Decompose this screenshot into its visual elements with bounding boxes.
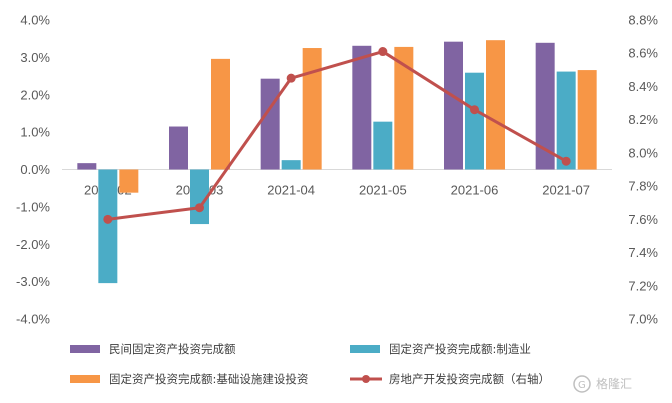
bar <box>211 58 230 170</box>
watermark-text: 格隆汇 <box>596 376 632 391</box>
right-axis-tick-label: 8.8% <box>628 13 658 28</box>
left-axis-tick-label: -4.0% <box>16 312 50 327</box>
watermark: G 格隆汇 <box>573 375 632 393</box>
bar <box>577 70 597 170</box>
line-point <box>378 47 388 57</box>
bar <box>556 71 576 170</box>
bar <box>373 121 393 170</box>
line-point <box>470 105 479 115</box>
right-axis-tick-label: 8.6% <box>628 46 658 61</box>
series-line <box>107 50 567 221</box>
bar <box>190 169 209 225</box>
right-axis-tick-label: 7.2% <box>628 278 658 293</box>
left-axis-tick-label: -1.0% <box>16 199 50 214</box>
x-axis-tick-label: 2021-05 <box>359 183 407 198</box>
right-axis-tick-label: 7.8% <box>628 179 658 194</box>
svg-text:G: G <box>578 380 586 391</box>
bar <box>77 163 97 170</box>
bar <box>302 48 322 170</box>
right-axis-tick-label: 8.4% <box>628 79 658 94</box>
left-axis-tick-label: 4.0% <box>20 13 50 28</box>
legend-swatch <box>70 375 100 383</box>
bar <box>465 72 484 170</box>
bar <box>394 46 414 170</box>
right-axis-tick-label: 8.0% <box>628 145 658 160</box>
left-axis-tick-label: -3.0% <box>16 274 50 289</box>
x-axis-tick-label: 2021-06 <box>451 183 499 198</box>
chart-axes: 4.0% 3.0% 2.0% 1.0% 0.0% -1.0% -2.0% -3.0% -4.0%… <box>16 13 658 327</box>
legend-swatch <box>70 345 100 353</box>
legend-swatch-marker <box>362 375 370 383</box>
legend-label: 民间固定资产投资完成额 <box>109 342 236 356</box>
left-axis-tick-label: 2.0% <box>20 87 50 102</box>
legend-label: 固定资产投资完成额:基础设施建设投资 <box>109 372 308 386</box>
bar <box>98 169 118 284</box>
line-point <box>195 203 204 213</box>
bar <box>444 41 463 170</box>
right-axis-tick-label: 7.4% <box>628 245 658 260</box>
left-axis-tick-label: 0.0% <box>20 162 50 177</box>
line-point <box>286 73 296 83</box>
left-axis-tick-label: 3.0% <box>20 50 50 65</box>
right-axis-tick-label: 7.0% <box>628 312 658 327</box>
watermark-logo-icon: G <box>573 375 591 393</box>
bar <box>352 45 372 170</box>
left-axis-tick-label: 1.0% <box>20 125 50 140</box>
left-axis-tick-label: -2.0% <box>16 237 50 252</box>
bar <box>486 40 505 170</box>
chart-legend: 民间固定资产投资完成额 固定资产投资完成额:制造业固定资产投资完成额:基础设施建设… <box>70 342 550 386</box>
legend-label: 固定资产投资完成额:制造业 <box>389 342 531 356</box>
bar <box>119 169 139 193</box>
line-point <box>103 214 113 224</box>
legend-swatch <box>350 345 380 353</box>
legend-label: 房地产开发投资完成额（右轴） <box>389 372 550 386</box>
bar <box>281 160 301 170</box>
bar <box>535 42 555 170</box>
line-point <box>561 156 571 166</box>
chart-bars <box>77 40 597 284</box>
x-axis-tick-label: 2021-04 <box>267 183 315 198</box>
right-axis-tick-label: 7.6% <box>628 212 658 227</box>
bar <box>169 126 188 170</box>
x-axis-tick-label: 2021-07 <box>542 183 590 198</box>
bar <box>260 78 280 170</box>
right-axis-tick-label: 8.2% <box>628 112 658 127</box>
chart-line <box>103 47 571 224</box>
